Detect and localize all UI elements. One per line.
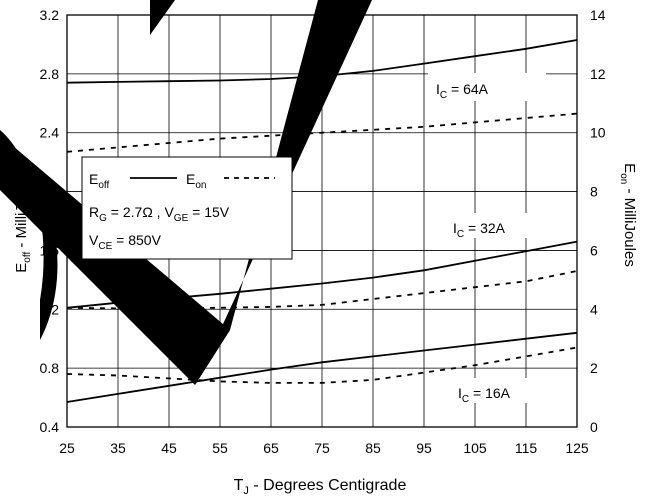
series-eon-16a: [66, 346, 578, 384]
series-eoff-16a: [66, 331, 578, 403]
watermark-arc: [0, 130, 58, 340]
annotation-ic-16a: IC = 16A: [458, 385, 511, 405]
y-right-tick-label: 4: [590, 301, 598, 317]
x-tick-label: 35: [110, 440, 126, 456]
y-left-tick-label: 1.6: [40, 242, 60, 258]
x-tick-label: 85: [365, 440, 381, 456]
x-tick-label: 25: [59, 440, 75, 456]
x-tick-label: 115: [515, 440, 538, 456]
y-left-tick-label: 3.2: [40, 7, 60, 23]
watermark-stroke-left: [0, 135, 230, 385]
x-tick-label: 45: [161, 440, 177, 456]
y-left-tick-label: 1.2: [40, 301, 60, 317]
annotation-64a-bg: [428, 73, 546, 101]
legend-eon-label: Eon: [186, 171, 206, 191]
y-left-tick-label: 0.4: [40, 419, 60, 435]
y-right-tick-label: 12: [590, 66, 606, 82]
tick-labels: 25 35 45 55 65 75 85 95 105 115 125 0.4 0.8 1.2 1.6 2 2.…: [40, 7, 606, 456]
y-right-tick-label: 0: [590, 419, 598, 435]
legend-eoff-label: Eoff: [89, 171, 110, 191]
y-right-tick-label: 8: [590, 184, 598, 200]
annotation-32a-bg: [445, 213, 545, 238]
y-axis-right-title: Eon - MilliJoules: [618, 163, 638, 267]
series-eon-64a: [66, 112, 578, 153]
x-tick-label: 125: [565, 440, 589, 456]
annotation-ic-64a: IC = 64A: [436, 81, 489, 101]
annotation-ic-32a: IC = 32A: [453, 220, 506, 240]
x-tick-label: 65: [263, 440, 279, 456]
legend-conditions-vce: VCE = 850V: [89, 232, 162, 252]
y-right-tick-label: 2: [590, 360, 598, 376]
plot-frame: [66, 14, 578, 428]
y-left-tick-label: 0.8: [40, 360, 60, 376]
x-tick-label: 55: [212, 440, 228, 456]
legend-conditions-rg-vge: RG = 2.7Ω , VGE = 15V: [89, 204, 230, 224]
y-right-tick-label: 10: [590, 125, 606, 141]
x-tick-label: 75: [314, 440, 330, 456]
x-axis-title: TJ - Degrees Centigrade: [234, 477, 407, 497]
legend: Eoff Eon RG = 2.7Ω , VGE = 15V VCE = 850…: [81, 156, 293, 260]
y-axis-left-title: Eoff - MilliJoules: [13, 169, 33, 272]
y-left-tick-label: 2: [51, 184, 59, 200]
watermark-fragment-top: [150, 0, 175, 35]
y-left-tick-label: 2.8: [40, 66, 60, 82]
y-left-tick-label: 2.4: [40, 125, 60, 141]
x-tick-label: 95: [416, 440, 432, 456]
y-right-tick-label: 14: [590, 7, 606, 23]
series-eon-32a: [66, 270, 578, 310]
y-right-tick-label: 6: [590, 242, 598, 258]
annotation-16a-bg: [450, 378, 542, 403]
x-tick-label: 105: [463, 440, 487, 456]
legend-box: [81, 156, 293, 260]
